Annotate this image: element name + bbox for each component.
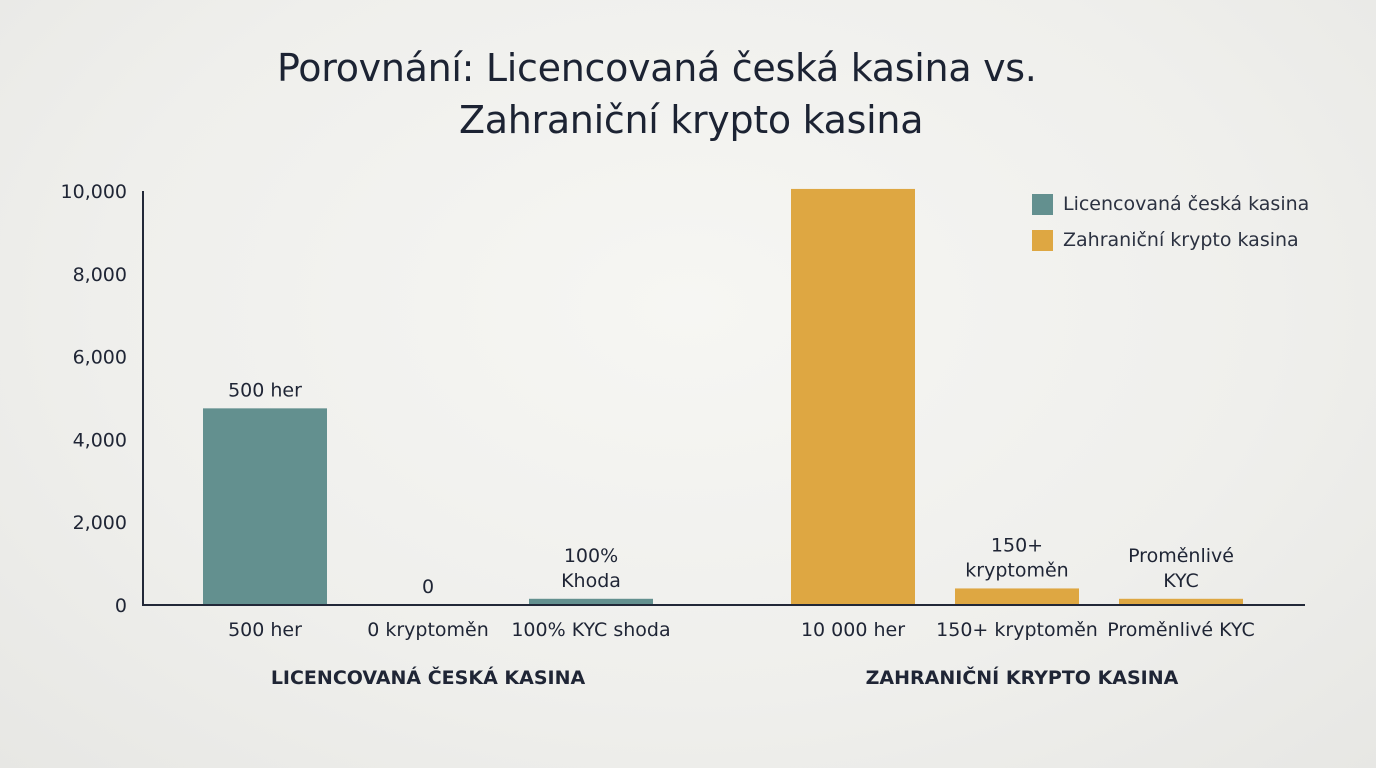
x-category-label: 500 her <box>228 619 302 641</box>
bar <box>791 188 915 605</box>
y-tick-label: 0 <box>115 595 127 617</box>
chart-title-line-1: Porovnání: Licencovaná česká kasina vs. <box>277 46 1037 90</box>
bar <box>955 588 1079 605</box>
bar <box>203 408 327 605</box>
y-tick-label: 4,000 <box>73 429 127 451</box>
y-tick-label: 2,000 <box>73 512 127 534</box>
x-category-label: 100% KYC shoda <box>511 619 670 641</box>
legend-item-crypto: Zahraniční krypto kasina <box>1032 228 1309 252</box>
y-tick-label: 6,000 <box>73 347 127 369</box>
legend-item-licensed: Licencovaná česká kasina <box>1032 192 1309 216</box>
x-category-label: 150+ kryptoměn <box>936 619 1098 641</box>
x-group-label: ZAHRANIČNÍ KRYPTO KASINA <box>866 665 1179 689</box>
x-group-label: LICENCOVANÁ ČESKÁ KASINA <box>271 665 586 689</box>
bar-data-label: Proměnlivé KYC <box>1128 545 1234 592</box>
y-tick-label: 10,000 <box>61 181 127 203</box>
x-category-label: Proměnlivé KYC <box>1107 619 1255 641</box>
bar-data-label: 100% Khoda <box>561 545 621 592</box>
chart-title-line-2: Zahraniční krypto kasina <box>459 98 924 142</box>
y-tick-label: 8,000 <box>73 264 127 286</box>
bar-data-label: 150+ kryptoměn <box>965 535 1068 582</box>
legend-swatch-licensed <box>1032 193 1053 215</box>
bar-data-label: 500 her <box>228 379 302 401</box>
chart-legend: Licencovaná česká kasina Zahraniční kryp… <box>1032 192 1309 264</box>
x-category-label: 0 kryptoměn <box>367 619 489 641</box>
legend-swatch-crypto <box>1032 229 1053 251</box>
legend-label-crypto: Zahraniční krypto kasina <box>1063 229 1299 251</box>
legend-label-licensed: Licencovaná česká kasina <box>1063 193 1310 215</box>
x-category-label: 10 000 her <box>801 619 905 641</box>
bar <box>1119 598 1243 605</box>
bar <box>529 598 653 605</box>
bar-data-label: 0 <box>422 576 434 598</box>
